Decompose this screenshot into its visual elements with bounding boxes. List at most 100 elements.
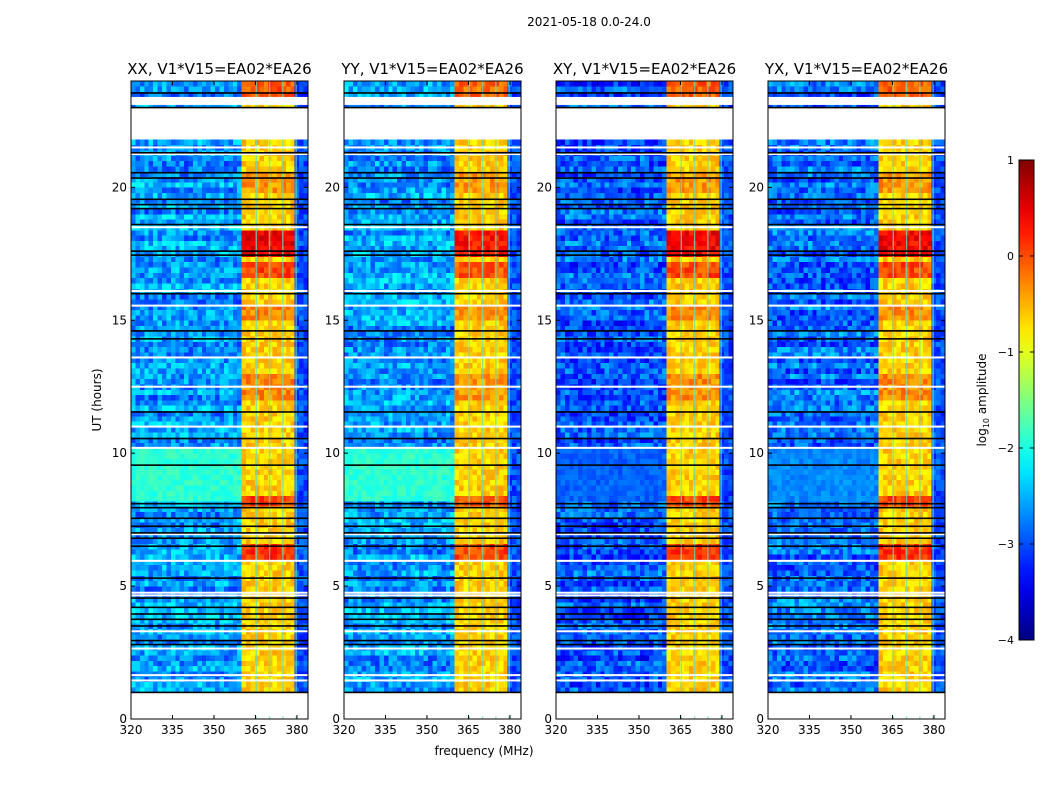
heatmap-cell [268, 554, 274, 560]
heatmap-cell [144, 463, 150, 470]
heatmap-cell [197, 208, 203, 215]
heatmap-cell [232, 586, 238, 592]
heatmap-cell [472, 644, 478, 651]
heatmap-cell [228, 570, 234, 576]
heatmap-cell [294, 511, 300, 518]
heatmap-cell [131, 660, 136, 667]
heatmap-cell [232, 378, 238, 385]
heatmap-cell [268, 639, 274, 645]
heatmap-cell [263, 208, 269, 215]
heatmap-cell [166, 251, 172, 257]
heatmap-cell [139, 245, 145, 252]
heatmap-cell [254, 251, 260, 257]
heatmap-cell [157, 219, 163, 225]
heatmap-cell [237, 245, 243, 252]
heatmap-cell [170, 245, 176, 252]
heatmap-cell [219, 298, 225, 305]
heatmap-cell [445, 617, 451, 624]
heatmap-cell [139, 394, 145, 401]
heatmap-cell [215, 532, 220, 539]
heatmap-cell [153, 538, 158, 544]
heatmap-cell [210, 602, 216, 608]
heatmap-cell [175, 649, 181, 656]
heatmap-cell [179, 660, 185, 667]
heatmap-cell [232, 373, 238, 380]
heatmap-cell [237, 671, 243, 677]
heatmap-cell [299, 538, 304, 544]
heatmap-cell [352, 681, 358, 688]
heatmap-cell [290, 681, 296, 688]
heatmap-cell [144, 389, 150, 396]
heatmap-cell [299, 639, 304, 645]
heatmap-cell [139, 160, 145, 167]
heatmap-cell [441, 617, 447, 624]
heatmap-cell [254, 203, 260, 209]
heatmap-cell [131, 192, 136, 199]
heatmap-cell [201, 330, 207, 337]
heatmap-cell [188, 506, 194, 513]
heatmap-cell [392, 644, 398, 651]
heatmap-cell [250, 681, 256, 688]
axes-frame [130, 80, 309, 720]
heatmap-cell [179, 208, 185, 215]
heatmap-cell [303, 155, 309, 162]
heatmap-cell [294, 633, 300, 640]
heatmap-cell [131, 479, 136, 486]
heatmap-cell [215, 495, 220, 502]
heatmap-cell [290, 596, 296, 603]
heatmap-cell [232, 160, 238, 167]
heatmap-cell [281, 639, 287, 645]
heatmap-cell [197, 431, 203, 438]
heatmap-cell [223, 368, 229, 374]
heatmap-cell [228, 229, 234, 236]
heatmap-cell [299, 602, 304, 608]
heatmap-cell [201, 644, 207, 651]
heatmap-cell [246, 596, 251, 603]
heatmap-cell [246, 570, 251, 576]
heatmap-cell [153, 314, 158, 321]
heatmap-cell [250, 580, 256, 587]
heatmap-cell [414, 681, 420, 688]
heatmap-cell [139, 655, 145, 661]
heatmap-cell [175, 522, 181, 528]
heatmap-cell [131, 389, 136, 396]
heatmap-cell [206, 102, 212, 108]
heatmap-cell [432, 687, 438, 693]
heatmap-cell [166, 463, 172, 470]
heatmap-cell [223, 245, 229, 252]
heatmap-cell [259, 208, 265, 215]
heatmap-cell [294, 298, 300, 305]
heatmap-cell [179, 676, 185, 683]
heatmap-cell [179, 532, 185, 539]
heatmap-cell [197, 182, 203, 188]
heatmap-cell [223, 516, 229, 523]
heatmap-cell [192, 612, 198, 619]
heatmap-cell [237, 660, 243, 667]
heatmap-cell [463, 660, 469, 667]
heatmap-cell [228, 389, 234, 396]
heatmap-cell [170, 660, 176, 667]
heatmap-cell [179, 516, 185, 523]
heatmap-cell [303, 182, 309, 188]
heatmap-cell [490, 676, 495, 683]
heatmap-cell [215, 261, 220, 268]
heatmap-cell [139, 166, 145, 172]
heatmap-cell [206, 591, 212, 598]
heatmap-cell [228, 346, 234, 353]
heatmap-cell [263, 378, 269, 385]
heatmap-cell [223, 538, 229, 544]
heatmap-cell [494, 633, 500, 640]
heatmap-cell [516, 681, 522, 688]
heatmap-cell [215, 671, 220, 677]
heatmap-cell [294, 538, 300, 544]
heatmap-cell [179, 160, 185, 167]
heatmap-cell [184, 309, 189, 316]
heatmap-cell [277, 671, 282, 677]
heatmap-cell [250, 293, 256, 300]
heatmap-cell [166, 219, 172, 225]
heatmap-cell [281, 655, 287, 661]
heatmap-cell [161, 219, 167, 225]
heatmap-cell [166, 639, 172, 645]
heatmap-cell [294, 256, 300, 263]
heatmap-cell [210, 453, 216, 459]
